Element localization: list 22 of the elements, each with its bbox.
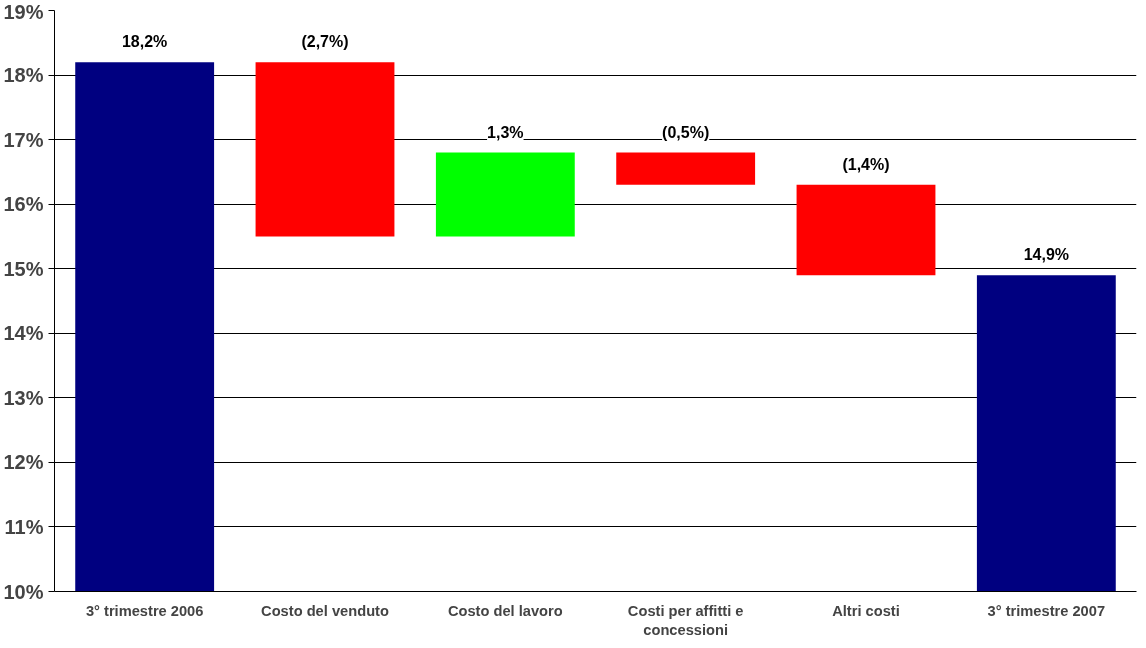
x-tick-label: Costo del venduto (261, 602, 389, 619)
y-tick-label: 16% (3, 193, 44, 216)
x-tick-label: Altri costi (832, 602, 900, 619)
data-label: 1,3% (487, 123, 524, 141)
x-tick-label: 3° trimestre 2007 (987, 602, 1106, 619)
data-label: 14,9% (1023, 246, 1070, 264)
x-tick-label: Costi per affitti e concessioni (627, 602, 744, 638)
y-tick-label: 15% (3, 257, 44, 280)
y-tick-label: 14% (3, 322, 44, 345)
data-label: (0,5%) (662, 123, 710, 141)
y-tick-label: 19% (3, 0, 44, 23)
y-tick-label: 12% (3, 451, 44, 474)
y-tick-label: 13% (3, 386, 44, 409)
y-tick-label: 17% (3, 128, 44, 151)
y-tick-label: 10% (3, 580, 44, 603)
x-tick-label: Costo del lavoro (447, 602, 563, 619)
y-tick-label: 18% (3, 64, 44, 87)
x-tick-label: 3° trimestre 2006 (85, 602, 204, 619)
data-label: (2,7%) (301, 33, 349, 51)
data-label: (1,4%) (842, 155, 890, 173)
y-tick-label: 11% (4, 515, 44, 538)
data-label: 18,2% (121, 33, 168, 51)
